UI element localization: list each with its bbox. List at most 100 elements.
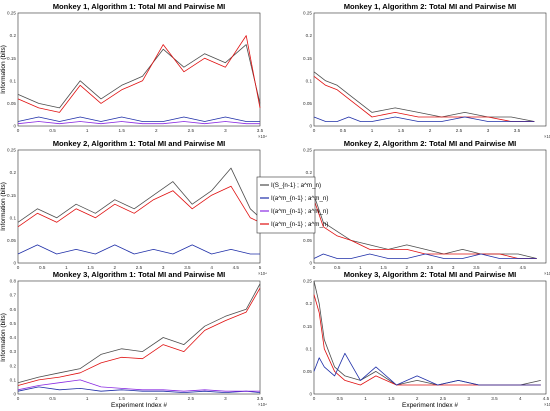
x-tick-label: 4 — [519, 396, 522, 401]
plot-area — [313, 280, 547, 395]
series-line-2 — [17, 185, 261, 228]
x-tick-label: 4 — [210, 265, 213, 270]
series-line-3 — [313, 116, 535, 122]
y-tick-label: 0.05 — [303, 369, 312, 374]
x-tick-label: 2.5 — [188, 396, 195, 401]
series-line-4 — [17, 379, 260, 392]
chart-panel-2: 0 0.05 0.1 0.15 0.2 0.25 0 0.5 1 1.5 2 2.5 3 3.5 ×10⁴ M… — [303, 2, 550, 139]
chart-title: Monkey 3, Algorithm 1: Total MI and Pair… — [53, 270, 226, 279]
x-tick-label: 1 — [364, 396, 367, 401]
y-tick-label: 0.15 — [303, 56, 312, 61]
series-line-4 — [17, 121, 260, 125]
y-tick-label: 0.25 — [303, 148, 312, 153]
x-tick-label: 0.5 — [334, 265, 341, 270]
x-tick-label: 2.5 — [188, 128, 195, 133]
y-tick-label: 0.25 — [303, 11, 312, 16]
series-line-1 — [17, 283, 261, 384]
x-tick-label: 2 — [155, 396, 158, 401]
series-line-2 — [313, 199, 537, 259]
x-tick-label: 3.5 — [257, 128, 264, 133]
x-multiplier: ×10⁴ — [544, 402, 550, 407]
x-tick-label: 3 — [224, 128, 227, 133]
chart-title: Monkey 2, Algorithm 1: Total MI and Pair… — [53, 139, 226, 148]
y-axis-label: Information (bits) — [0, 45, 7, 94]
x-tick-label: 0.5 — [49, 396, 56, 401]
chart-panel-1: 0 0.05 0.1 0.15 0.2 0.25 0 0.5 1 1.5 2 2.5 3 3.5×10⁴ M… — [0, 2, 267, 139]
y-tick-label: 0.4 — [10, 335, 17, 340]
x-tick-label: 3 — [224, 396, 227, 401]
y-tick-label: 0.25 — [303, 279, 312, 284]
x-tick-label: 0.5 — [49, 128, 56, 133]
x-tick-label: 2 — [406, 265, 409, 270]
series-line-2 — [313, 75, 535, 122]
y-tick-label: 0.1 — [306, 78, 313, 83]
x-tick-label: 3 — [467, 396, 470, 401]
x-multiplier: ×10⁴ — [258, 134, 267, 139]
y-tick-label: 0 — [13, 261, 16, 266]
x-tick-label: 0.5 — [337, 396, 344, 401]
x-tick-label: 5 — [259, 265, 262, 270]
series-line-3 — [17, 244, 260, 255]
x-axis-label: Experiment Index # — [111, 402, 167, 409]
y-tick-label: 0.15 — [7, 56, 16, 61]
x-tick-label: 3 — [487, 128, 490, 133]
x-tick-label: 3.5 — [514, 128, 521, 133]
y-tick-label: 0 — [13, 124, 16, 129]
legend-entry: I(a^m_{n-1} ; a^m_n) — [271, 208, 328, 215]
y-tick-label: 0.05 — [303, 238, 312, 243]
x-tick-label: 2.5 — [456, 128, 463, 133]
x-tick-label: 1.5 — [87, 265, 94, 270]
y-tick-label: 0 — [309, 261, 312, 266]
y-tick-label: 0.1 — [10, 78, 17, 83]
x-tick-label: 2 — [416, 396, 419, 401]
x-axis-label: Experiment Index # — [402, 402, 458, 409]
x-tick-label: 1 — [359, 265, 362, 270]
y-tick-label: 0.2 — [10, 33, 17, 38]
x-multiplier: ×10⁴ — [544, 271, 550, 276]
chart-panel-5: 0 0.1 0.2 0.3 0.4 0.5 0.6 0.7 0.8 0 0.5 1 1.5 2 2.5 3 3.… — [0, 270, 267, 409]
y-tick-label: 0.8 — [10, 279, 17, 284]
series-line-1 — [17, 44, 261, 109]
y-tick-label: 0.7 — [10, 293, 17, 298]
y-tick-label: 0.15 — [303, 324, 312, 329]
series-line-3 — [17, 386, 261, 394]
y-tick-label: 0.5 — [10, 321, 17, 326]
x-tick-label: 0 — [313, 265, 316, 270]
x-tick-label: 3 — [162, 265, 165, 270]
x-tick-label: 0.5 — [39, 265, 46, 270]
chart-panel-6: 00.050.10.150.20.250 0.5 1 1.5 2 2.5 3 3.5 4 4.5×… — [303, 270, 550, 409]
x-tick-label: 3.5 — [257, 396, 264, 401]
plot-area — [313, 149, 547, 264]
x-tick-label: 1.5 — [388, 396, 395, 401]
y-tick-label: 0.05 — [7, 238, 16, 243]
y-tick-label: 0.15 — [7, 193, 16, 198]
y-axis-label: Information (bits) — [0, 313, 7, 362]
x-tick-label: 0 — [313, 396, 316, 401]
legend-entry: I(a^m_{n-1} ; a^m_n) — [271, 221, 328, 228]
y-tick-label: 0.1 — [10, 377, 17, 382]
series-line-3 — [313, 253, 537, 259]
x-tick-label: 1 — [86, 128, 89, 133]
chart-panel-4: 00.050.10.150.20.2500.511.522.533.544.5×… — [303, 139, 550, 276]
x-tick-label: 2 — [155, 128, 158, 133]
plot-area — [17, 149, 261, 264]
x-multiplier: ×10⁴ — [544, 134, 550, 139]
y-tick-label: 0.6 — [10, 307, 17, 312]
x-tick-label: 4 — [498, 265, 501, 270]
x-tick-label: 1.5 — [380, 265, 387, 270]
y-tick-label: 0.2 — [10, 170, 17, 175]
x-tick-label: 2.5 — [136, 265, 143, 270]
y-tick-label: 0 — [309, 392, 312, 397]
plot-area — [313, 12, 547, 127]
legend-entry: I(S_{n-1} ; a^m_n) — [271, 182, 321, 189]
x-tick-label: 1.5 — [119, 128, 126, 133]
legend-entry: I(a^m_{n-1} ; a^m_n) — [271, 195, 328, 202]
y-tick-label: 0.1 — [306, 346, 313, 351]
chart-title: Monkey 2, Algorithm 2: Total MI and Pair… — [344, 139, 517, 148]
y-tick-label: 0.05 — [7, 101, 16, 106]
x-tick-label: 4.5 — [520, 265, 527, 270]
x-tick-label: 0.5 — [340, 128, 347, 133]
chart-title: Monkey 1, Algorithm 1: Total MI and Pair… — [53, 2, 226, 11]
plot-area — [17, 280, 261, 395]
y-tick-label: 0.05 — [303, 101, 312, 106]
